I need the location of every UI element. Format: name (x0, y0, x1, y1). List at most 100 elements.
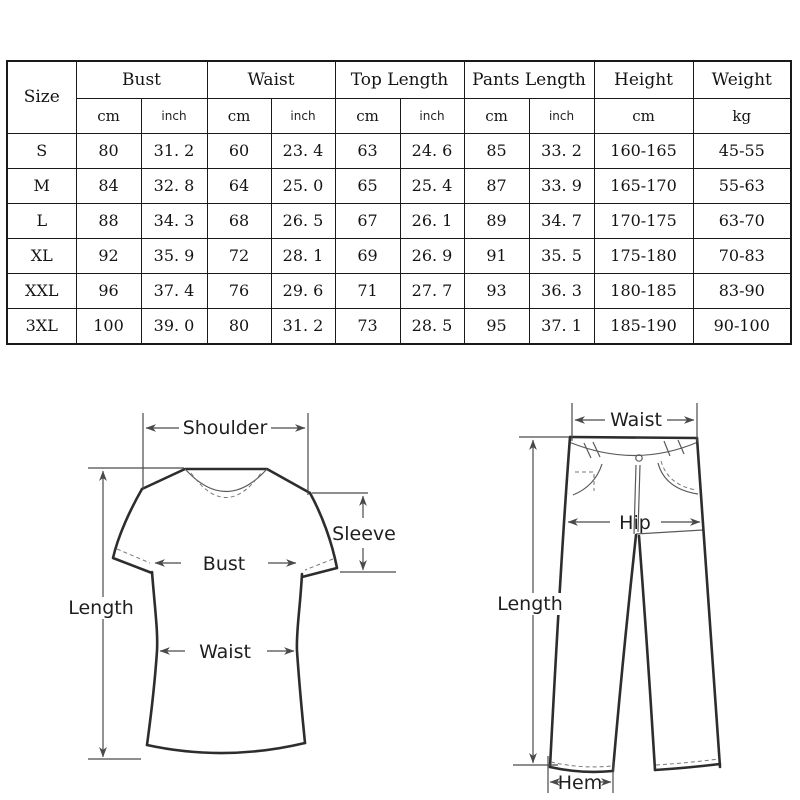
col-header-pants-length: Pants Length (463, 60, 595, 99)
cell-top-inch: 26. 1 (399, 202, 465, 239)
cell-pants-cm: 89 (463, 202, 530, 239)
cell-weight: 63-70 (692, 202, 792, 239)
cell-height: 180-185 (593, 272, 694, 309)
unit-header: inch (140, 97, 208, 134)
cell-pants-inch: 33. 9 (528, 167, 595, 204)
shirt-sleeve-label: Sleeve (332, 523, 396, 545)
cell-height: 165-170 (593, 167, 694, 204)
cell-pants-inch: 35. 5 (528, 237, 595, 274)
cell-bust-cm: 84 (75, 167, 142, 204)
unit-header: cm (206, 97, 272, 134)
pants-waist-label: Waist (610, 409, 662, 431)
cell-height: 175-180 (593, 237, 694, 274)
cell-waist-inch: 31. 2 (270, 307, 336, 345)
pants-outline (548, 435, 722, 774)
cell-bust-inch: 32. 8 (140, 167, 208, 204)
cell-weight: 83-90 (692, 272, 792, 309)
cell-pants-cm: 91 (463, 237, 530, 274)
cell-waist-inch: 29. 6 (270, 272, 336, 309)
cell-waist-cm: 72 (206, 237, 272, 274)
cell-pants-cm: 93 (463, 272, 530, 309)
cell-pants-inch: 34. 7 (528, 202, 595, 239)
cell-waist-inch: 25. 0 (270, 167, 336, 204)
unit-header: cm (334, 97, 401, 134)
pants-length-label-bg (497, 593, 567, 615)
cell-top-inch: 28. 5 (399, 307, 465, 345)
shirt-length-label-bg (67, 597, 135, 619)
cell-top-inch: 27. 7 (399, 272, 465, 309)
col-header-height: Height (593, 60, 694, 99)
cell-top-inch: 24. 6 (399, 132, 465, 169)
cell-size: XXL (6, 272, 77, 309)
col-header-top-length: Top Length (334, 60, 465, 99)
cell-pants-cm: 87 (463, 167, 530, 204)
cell-waist-cm: 68 (206, 202, 272, 239)
table-row-xxl: XXL 96 37. 4 76 29. 6 71 27. 7 93 36. 3 … (6, 272, 792, 309)
cell-size: XL (6, 237, 77, 274)
cell-bust-inch: 35. 9 (140, 237, 208, 274)
cell-waist-inch: 23. 4 (270, 132, 336, 169)
shirt-waist-label: Waist (199, 641, 251, 663)
cell-top-inch: 25. 4 (399, 167, 465, 204)
tshirt-measure-diagram: Shoulder Length Sleeve Bust Waist (67, 413, 396, 760)
cell-height: 185-190 (593, 307, 694, 345)
shirt-shoulder-label: Shoulder (183, 417, 268, 439)
table-row-xl: XL 92 35. 9 72 28. 1 69 26. 9 91 35. 5 1… (6, 237, 792, 274)
cell-size: M (6, 167, 77, 204)
cell-height: 170-175 (593, 202, 694, 239)
unit-header: cm (463, 97, 530, 134)
col-header-weight: Weight (692, 60, 792, 99)
cell-top-cm: 67 (334, 202, 401, 239)
cell-waist-inch: 28. 1 (270, 237, 336, 274)
pants-dimensions: Waist Hip Length Hem (497, 403, 701, 794)
cell-weight: 90-100 (692, 307, 792, 345)
table-row-m: M 84 32. 8 64 25. 0 65 25. 4 87 33. 9 16… (6, 167, 792, 204)
cell-pants-inch: 37. 1 (528, 307, 595, 345)
cell-top-cm: 71 (334, 272, 401, 309)
cell-weight: 55-63 (692, 167, 792, 204)
size-chart-table: Size Bust Waist Top Length Pants Length … (6, 60, 793, 345)
cell-pants-inch: 36. 3 (528, 272, 595, 309)
cell-size: S (6, 132, 77, 169)
tshirt-outline (111, 467, 339, 755)
col-header-waist: Waist (206, 60, 336, 99)
pants-hem-label: Hem (558, 772, 603, 794)
cell-top-cm: 65 (334, 167, 401, 204)
shirt-length-label: Length (68, 597, 134, 619)
cell-top-inch: 26. 9 (399, 237, 465, 274)
cell-bust-cm: 88 (75, 202, 142, 239)
unit-header: cm (593, 97, 694, 134)
cell-waist-cm: 76 (206, 272, 272, 309)
shirt-bust-label: Bust (203, 553, 245, 575)
cell-bust-cm: 80 (75, 132, 142, 169)
tshirt-dimensions: Shoulder Length Sleeve Bust Waist (67, 413, 396, 760)
cell-size: L (6, 202, 77, 239)
cell-top-cm: 73 (334, 307, 401, 345)
cell-pants-inch: 33. 2 (528, 132, 595, 169)
pants-hip-label: Hip (619, 512, 651, 534)
cell-bust-inch: 31. 2 (140, 132, 208, 169)
unit-header: kg (692, 97, 792, 134)
cell-bust-cm: 92 (75, 237, 142, 274)
table-row-l: L 88 34. 3 68 26. 5 67 26. 1 89 34. 7 17… (6, 202, 792, 239)
pants-measure-diagram: Waist Hip Length Hem (497, 403, 722, 794)
cell-weight: 70-83 (692, 237, 792, 274)
table-row-3xl: 3XL 100 39. 0 80 31. 2 73 28. 5 95 37. 1… (6, 307, 792, 345)
cell-waist-inch: 26. 5 (270, 202, 336, 239)
col-header-size: Size (6, 60, 77, 134)
unit-header: inch (399, 97, 465, 134)
cell-bust-cm: 100 (75, 307, 142, 345)
cell-weight: 45-55 (692, 132, 792, 169)
cell-bust-inch: 37. 4 (140, 272, 208, 309)
cell-waist-cm: 60 (206, 132, 272, 169)
unit-header: inch (270, 97, 336, 134)
unit-header: cm (75, 97, 142, 134)
cell-waist-cm: 80 (206, 307, 272, 345)
cell-bust-cm: 96 (75, 272, 142, 309)
cell-pants-cm: 85 (463, 132, 530, 169)
cell-waist-cm: 64 (206, 167, 272, 204)
cell-bust-inch: 39. 0 (140, 307, 208, 345)
unit-header: inch (528, 97, 595, 134)
cell-top-cm: 63 (334, 132, 401, 169)
cell-height: 160-165 (593, 132, 694, 169)
